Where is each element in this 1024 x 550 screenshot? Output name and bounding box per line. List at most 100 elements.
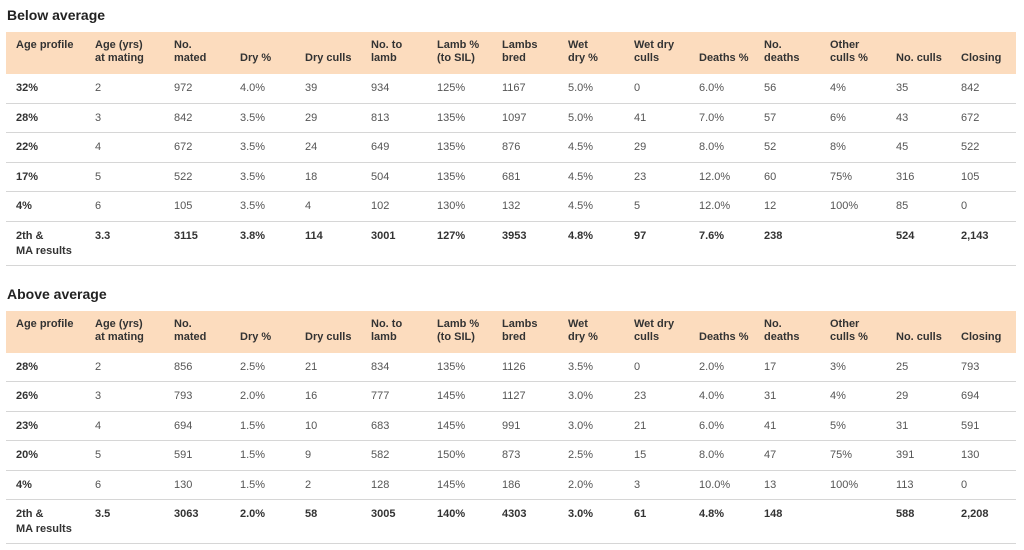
header-no-culls: No. culls: [896, 52, 942, 64]
no-culls-cell: 35: [896, 82, 909, 94]
dry-culls-cell: 39: [305, 82, 318, 94]
dry-culls-cell: 10: [305, 419, 318, 432]
header-dry-pct: Dry %: [240, 330, 272, 343]
closing-cell: 672: [961, 111, 980, 124]
closing-cell: 0: [961, 478, 968, 491]
no-mated-cell: 694: [174, 419, 193, 432]
age-at-mating-cell: 3.5: [95, 508, 111, 520]
dry-pct-cell: 3.5%: [240, 141, 266, 153]
no-deaths-cell: 13: [764, 478, 777, 491]
age-at-mating-cell: 2: [95, 82, 102, 94]
header-deaths-pct: Deaths %: [699, 52, 749, 64]
lamb-pct-cell: 145%: [437, 419, 466, 432]
other-culls-pct-cell: [820, 507, 886, 543]
lamb-pct-cell: 145%: [437, 390, 466, 402]
no-mated-cell: 842: [174, 111, 193, 124]
other-culls-pct-cell: 8%: [830, 141, 846, 153]
closing-cell: 842: [961, 82, 980, 94]
header-no-mated: No. mated: [174, 39, 207, 64]
no-to-lamb-cell: 649: [371, 141, 390, 153]
table-row: 4% 6 130 1.5% 2 128 145% 186 2.0% 3 10.0…: [6, 471, 1016, 500]
closing-cell: 793: [961, 360, 980, 373]
no-culls-cell: 524: [896, 229, 915, 242]
deaths-pct-cell: 7.0%: [699, 111, 725, 124]
wet-dry-pct-cell: 4.8%: [568, 229, 594, 242]
header-other-culls-pct: Other culls %: [830, 39, 868, 64]
lamb-pct-cell: 140%: [437, 508, 466, 520]
lambs-bred-cell: 991: [502, 419, 521, 432]
wet-dry-culls-cell: 5: [634, 200, 641, 212]
age-profile-cell: 4%: [16, 478, 32, 491]
closing-cell: 2,143: [961, 229, 989, 242]
age-profile-cell: 22%: [16, 141, 39, 153]
deaths-pct-cell: 10.0%: [699, 478, 731, 491]
header-closing: Closing: [961, 52, 1002, 64]
wet-dry-culls-cell: 0: [634, 360, 641, 373]
wet-dry-culls-cell: 23: [634, 390, 647, 402]
lambs-bred-cell: 876: [502, 141, 521, 153]
closing-cell: 522: [961, 141, 980, 153]
age-at-mating-cell: 6: [95, 478, 102, 491]
section-title: Below average: [7, 7, 106, 23]
header-wet-dry-pct: Wet dry %: [568, 317, 598, 343]
other-culls-pct-cell: 4%: [830, 390, 846, 402]
no-to-lamb-cell: 128: [371, 478, 390, 491]
age-profile-cell: 23%: [16, 419, 39, 432]
wet-dry-pct-cell: 2.5%: [568, 449, 594, 461]
header-no-deaths: No. deaths: [764, 39, 800, 64]
lamb-pct-cell: 135%: [437, 170, 466, 183]
closing-cell: 105: [961, 170, 980, 183]
no-mated-cell: 793: [174, 390, 193, 402]
age-profile-cell: 26%: [16, 390, 39, 402]
age-profile-cell: 20%: [16, 449, 39, 461]
lamb-pct-cell: 130%: [437, 200, 466, 212]
no-to-lamb-cell: 504: [371, 170, 390, 183]
header-dry-culls: Dry culls: [305, 52, 352, 64]
lamb-pct-cell: 150%: [437, 449, 466, 461]
section-above-average: Above average Age profile Age (yrs) at m…: [6, 279, 1024, 544]
header-no-to-lamb: No. to lamb: [371, 317, 403, 343]
table-row: 4% 6 105 3.5% 4 102 130% 132 4.5% 5 12.0…: [6, 192, 1016, 222]
dry-pct-cell: 3.5%: [240, 111, 266, 124]
dry-pct-cell: 1.5%: [240, 419, 266, 432]
table-row: 32% 2 972 4.0% 39 934 125% 1167 5.0% 0 6…: [6, 74, 1016, 104]
lamb-pct-cell: 135%: [437, 360, 466, 373]
header-no-deaths: No. deaths: [764, 317, 800, 343]
no-to-lamb-cell: 582: [371, 449, 390, 461]
wet-dry-culls-cell: 23: [634, 170, 647, 183]
deaths-pct-cell: 4.8%: [699, 508, 725, 520]
deaths-pct-cell: 7.6%: [699, 229, 725, 242]
dry-pct-cell: 1.5%: [240, 478, 266, 491]
no-deaths-cell: 60: [764, 170, 777, 183]
no-culls-cell: 391: [896, 449, 915, 461]
header-no-mated: No. mated: [174, 317, 207, 343]
no-deaths-cell: 56: [764, 82, 777, 94]
header-wet-dry-culls: Wet dry culls: [634, 317, 675, 343]
dry-pct-cell: 2.0%: [240, 508, 266, 520]
table-header-row: Age profile Age (yrs) at mating No. mate…: [6, 32, 1016, 74]
other-culls-pct-cell: 5%: [830, 419, 846, 432]
deaths-pct-cell: 8.0%: [699, 449, 725, 461]
no-mated-cell: 130: [174, 478, 193, 491]
no-culls-cell: 113: [896, 478, 914, 491]
wet-dry-culls-cell: 21: [634, 419, 647, 432]
age-profile-cell: 28%: [16, 111, 39, 124]
table-row: 17% 5 522 3.5% 18 504 135% 681 4.5% 23 1…: [6, 163, 1016, 192]
lambs-bred-cell: 873: [502, 449, 521, 461]
no-deaths-cell: 17: [764, 360, 777, 373]
dry-culls-cell: 114: [305, 229, 323, 242]
wet-dry-pct-cell: 3.0%: [568, 390, 594, 402]
age-at-mating-cell: 3: [95, 111, 102, 124]
section-title: Above average: [7, 285, 107, 302]
table-header-row: Age profile Age (yrs) at mating No. mate…: [6, 310, 1016, 353]
age-at-mating-cell: 4: [95, 419, 102, 432]
lamb-pct-cell: 127%: [437, 229, 466, 242]
age-at-mating-cell: 6: [95, 200, 102, 212]
dry-culls-cell: 29: [305, 111, 318, 124]
lambs-bred-cell: 681: [502, 170, 521, 183]
no-deaths-cell: 12: [764, 200, 777, 212]
wet-dry-pct-cell: 3.0%: [568, 508, 594, 520]
no-deaths-cell: 47: [764, 449, 777, 461]
dry-culls-cell: 2: [305, 478, 312, 491]
wet-dry-culls-cell: 97: [634, 229, 647, 242]
